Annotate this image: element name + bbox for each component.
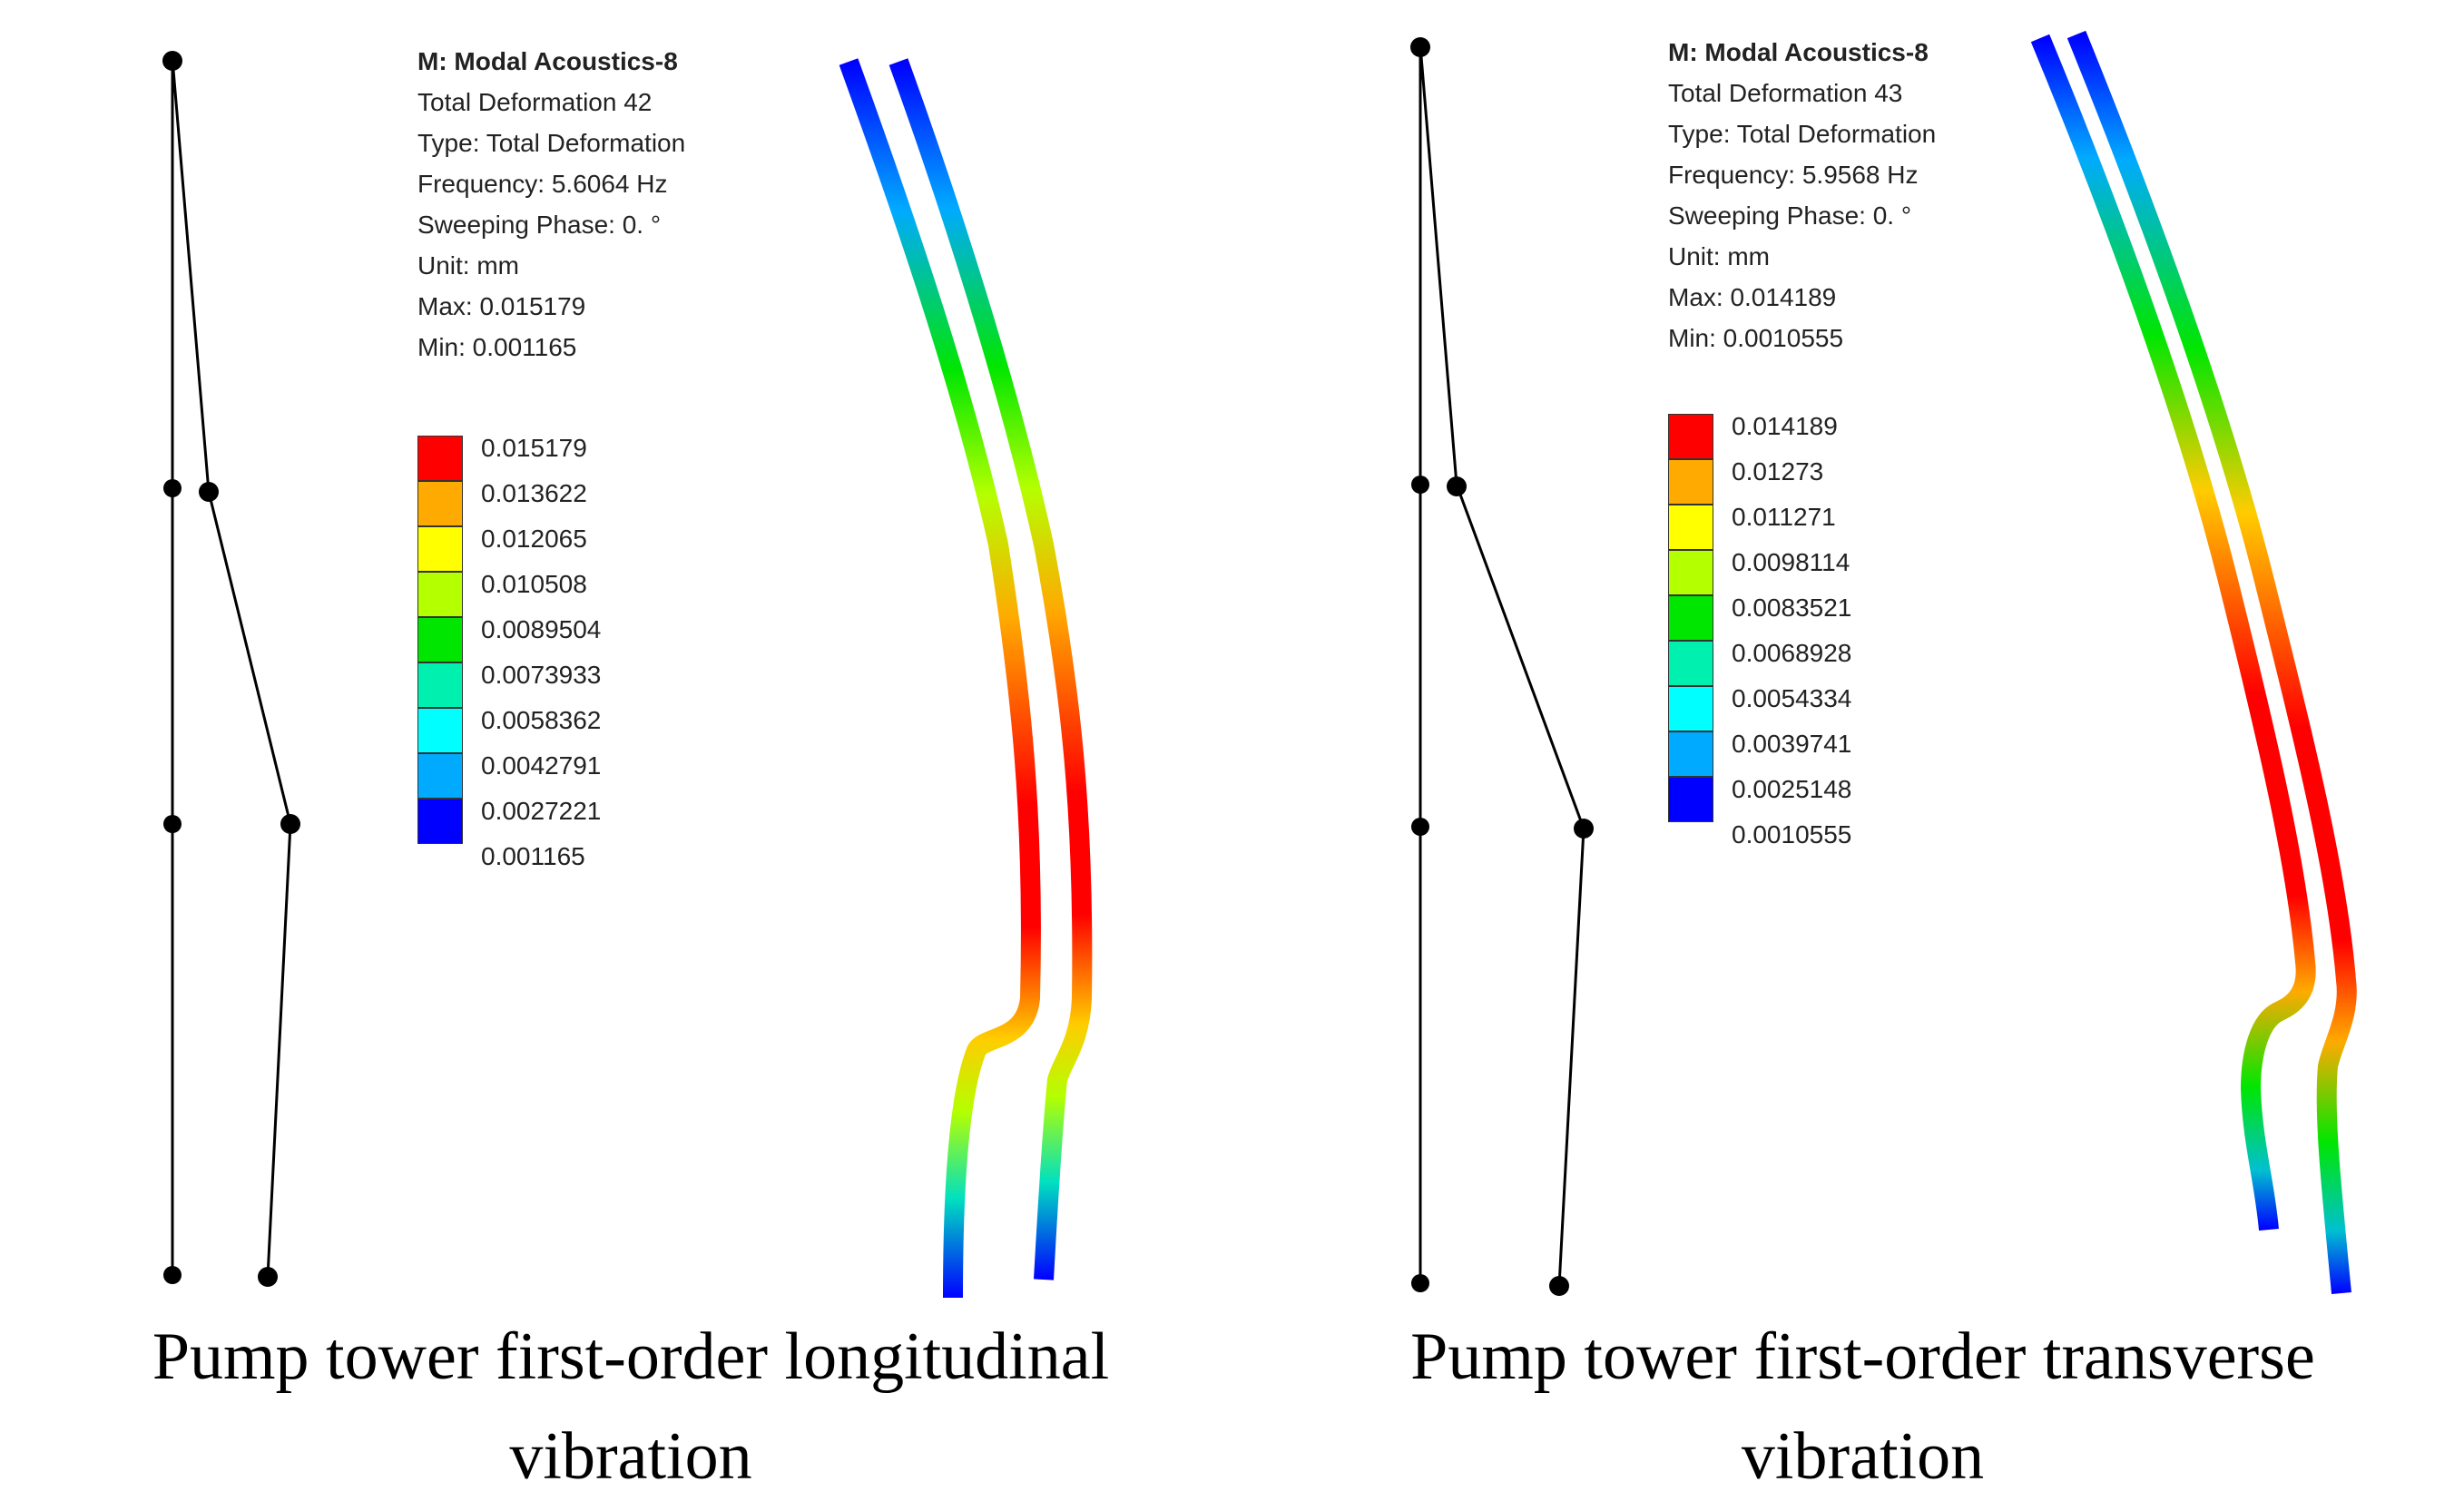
node-point bbox=[258, 1267, 278, 1287]
legend-label: 0.013622 bbox=[481, 479, 587, 507]
legend-label: 0.0089504 bbox=[481, 615, 602, 643]
info-title: M: Modal Acoustics-8 bbox=[1668, 38, 1929, 66]
mode-shape-diagram-longitudinal bbox=[162, 51, 1093, 1299]
legend-swatch bbox=[417, 753, 463, 799]
info-line: Sweeping Phase: 0. ° bbox=[1668, 201, 1912, 230]
node-point bbox=[1410, 37, 1430, 57]
legend-label: 0.0042791 bbox=[481, 751, 602, 780]
legend-swatch bbox=[1668, 505, 1713, 550]
deformed-pump-tower bbox=[839, 58, 1093, 1299]
node-point bbox=[163, 1266, 182, 1284]
pipe-right bbox=[888, 58, 1093, 1280]
info-line: Type: Total Deformation bbox=[1668, 120, 1937, 148]
legend-swatch bbox=[1668, 641, 1713, 686]
legend-swatch bbox=[417, 799, 463, 844]
legend-swatch bbox=[1668, 686, 1713, 731]
node-point bbox=[280, 814, 300, 834]
legend-label: 0.01273 bbox=[1732, 457, 1824, 486]
deformed-pump-tower bbox=[2030, 30, 2357, 1295]
legend-label: 0.0068928 bbox=[1732, 639, 1852, 667]
node-point bbox=[1447, 476, 1467, 496]
legend-label: 0.0025148 bbox=[1732, 775, 1852, 803]
caption-line: vibration bbox=[1741, 1419, 1985, 1494]
panel-longitudinal: M: Modal Acoustics-8 Total Deformation 4… bbox=[0, 41, 1261, 1506]
legend-label: 0.012065 bbox=[481, 525, 587, 553]
info-line: Total Deformation 43 bbox=[1668, 79, 1903, 107]
node-point bbox=[163, 815, 182, 833]
legend-swatch bbox=[1668, 550, 1713, 595]
mode-shape-line bbox=[171, 58, 292, 1278]
node-point bbox=[199, 482, 219, 502]
legend-label: 0.0083521 bbox=[1732, 594, 1852, 622]
node-point bbox=[1411, 1274, 1429, 1292]
legend-swatch bbox=[417, 436, 463, 481]
node-point bbox=[1549, 1276, 1569, 1296]
info-line: Unit: mm bbox=[1668, 242, 1770, 270]
info-line: Frequency: 5.6064 Hz bbox=[417, 170, 668, 198]
node-point bbox=[1411, 476, 1429, 494]
legend-label: 0.0098114 bbox=[1732, 548, 1850, 576]
info-title: M: Modal Acoustics-8 bbox=[417, 47, 678, 75]
mode-shape-diagram-transverse bbox=[1410, 30, 2357, 1296]
pipe-left bbox=[2030, 34, 2316, 1231]
mode-shape-line bbox=[1419, 44, 1585, 1287]
legend-swatch bbox=[1668, 459, 1713, 505]
legend-swatch bbox=[417, 662, 463, 708]
result-info: M: Modal Acoustics-8 Total Deformation 4… bbox=[417, 41, 685, 368]
info-line: Max: 0.014189 bbox=[1668, 283, 1837, 311]
color-legend: 0.015179 0.013622 0.012065 0.010508 0.00… bbox=[417, 434, 690, 870]
info-line: Min: 0.001165 bbox=[417, 333, 577, 361]
info-line: Frequency: 5.9568 Hz bbox=[1668, 161, 1919, 189]
legend-swatch bbox=[417, 526, 463, 572]
legend-swatch bbox=[1668, 595, 1713, 641]
info-line: Max: 0.015179 bbox=[417, 292, 586, 320]
caption-line: Pump tower first-order longitudinal bbox=[152, 1320, 1110, 1394]
color-legend: 0.014189 0.01273 0.011271 0.0098114 0.00… bbox=[1668, 412, 1940, 849]
legend-swatch bbox=[1668, 414, 1713, 459]
node-point bbox=[162, 51, 182, 71]
caption-transverse: Pump tower first-order transverse vibrat… bbox=[1261, 1307, 2464, 1506]
caption-line: Pump tower first-order transverse bbox=[1410, 1320, 2315, 1394]
info-line: Total Deformation 42 bbox=[417, 88, 653, 116]
node-point bbox=[1574, 819, 1594, 839]
legend-swatch bbox=[1668, 731, 1713, 777]
panel-transverse: M: Modal Acoustics-8 Total Deformation 4… bbox=[1261, 0, 2464, 1511]
caption-longitudinal: Pump tower first-order longitudinal vibr… bbox=[0, 1307, 1261, 1506]
node-point bbox=[163, 479, 182, 497]
legend-label: 0.0027221 bbox=[481, 797, 602, 825]
info-line: Min: 0.0010555 bbox=[1668, 324, 1844, 352]
caption-line: vibration bbox=[509, 1419, 752, 1494]
legend-label: 0.011271 bbox=[1732, 503, 1836, 531]
legend-swatch bbox=[417, 617, 463, 662]
legend-label: 0.001165 bbox=[481, 842, 585, 870]
legend-swatch bbox=[417, 708, 463, 753]
legend-label: 0.010508 bbox=[481, 570, 587, 598]
legend-label: 0.0058362 bbox=[481, 706, 602, 734]
legend-label: 0.0010555 bbox=[1732, 820, 1852, 849]
legend-label: 0.0054334 bbox=[1732, 684, 1852, 712]
result-info: M: Modal Acoustics-8 Total Deformation 4… bbox=[1668, 32, 1936, 358]
legend-swatch bbox=[1668, 777, 1713, 822]
legend-label: 0.014189 bbox=[1732, 412, 1838, 440]
legend-swatch bbox=[417, 572, 463, 617]
node-point bbox=[1411, 818, 1429, 836]
legend-label: 0.0073933 bbox=[481, 661, 602, 689]
pipe-right bbox=[2066, 30, 2357, 1295]
legend-swatch bbox=[417, 481, 463, 526]
pipe-left bbox=[839, 58, 1041, 1299]
info-line: Sweeping Phase: 0. ° bbox=[417, 211, 662, 239]
legend-label: 0.015179 bbox=[481, 434, 587, 462]
legend-label: 0.0039741 bbox=[1732, 730, 1852, 758]
info-line: Unit: mm bbox=[417, 251, 519, 280]
info-line: Type: Total Deformation bbox=[417, 129, 686, 157]
